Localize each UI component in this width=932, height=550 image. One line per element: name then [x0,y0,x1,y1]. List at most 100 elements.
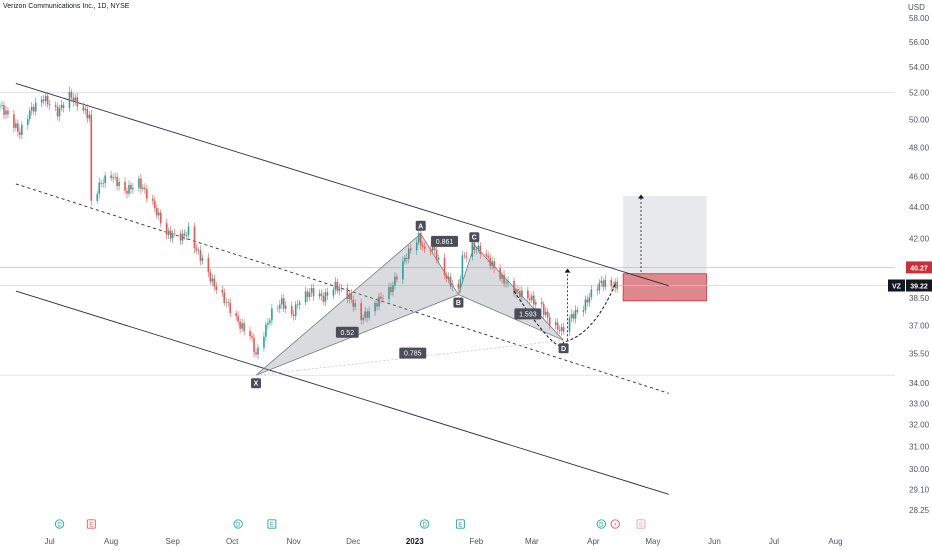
candle-body [505,282,507,284]
ratio-label-2: 1.593 [519,311,537,318]
candle-body [366,311,368,318]
candle-body [531,295,533,301]
x-tick-label: Jul [44,537,54,546]
candle-body [354,303,357,307]
candle-body [84,108,87,111]
event-marker-8[interactable] [636,519,646,529]
channel-line-2[interactable] [15,290,669,495]
candle-body [195,248,198,251]
candle-body [378,296,380,307]
ratio-label-1: 0.861 [436,239,454,246]
event-marker-2[interactable] [233,519,243,529]
candle-body [489,257,491,266]
candle-body [602,280,605,287]
candle-body [423,246,426,249]
channel-line-1[interactable] [15,183,669,394]
y-tick-label: 35.50 [909,350,930,359]
candle-body [517,288,519,291]
candle-body [535,302,537,305]
candle-body [572,313,575,319]
candle-body [171,233,174,239]
candle-body [239,321,241,329]
event-marker-6[interactable] [596,519,606,529]
event-marker-5[interactable] [455,519,465,529]
event-marker-1[interactable] [86,519,96,529]
ratio-badge-0[interactable] [335,326,359,338]
candle-body [304,291,307,303]
pattern-point-a-badge[interactable] [415,220,426,231]
candle-body [72,97,75,103]
candle-body [32,106,35,112]
candle-body [471,242,474,257]
candle-body [241,323,243,329]
event-marker-label-0: D [57,523,62,529]
pattern-triangle-bcd[interactable] [457,244,564,341]
channel-line-0[interactable] [15,82,669,287]
pattern-point-b-badge[interactable] [453,297,464,308]
candle-body [600,280,603,283]
candle-body [284,305,287,309]
candle-body [320,293,323,297]
pattern-triangle-xab[interactable] [255,233,460,376]
candle-body [336,281,339,291]
candle-body [310,288,313,293]
candle-body [267,322,269,325]
event-marker-label-6: D [599,523,604,529]
candle-body [116,176,118,187]
candle-body [98,182,101,195]
candle-body [265,324,267,337]
candle-body [263,336,265,348]
x-tick-label: Jul [769,537,779,546]
symbol-badge[interactable] [888,279,905,292]
pattern-point-a: A [418,223,423,230]
pattern-point-x-badge[interactable] [250,378,261,389]
price-badge-1[interactable] [906,279,932,292]
candle-body [503,274,505,284]
candle-body [451,283,454,287]
event-marker-7[interactable] [610,519,620,529]
price-badge-0[interactable] [906,261,932,274]
y-tick-label: 44.00 [909,203,930,212]
candle-body [181,233,184,241]
candle-body [243,323,245,332]
candle-body [421,245,424,247]
pattern-point-c-badge[interactable] [469,232,480,243]
pattern-point-x: X [254,381,259,388]
candle-body [404,257,406,262]
event-marker-label-7: ⚡ [613,522,617,529]
candle-body [56,106,59,117]
candle-body [28,110,31,120]
ratio-badge-2[interactable] [514,308,542,320]
candle-body [402,261,404,280]
y-tick-label: 50.00 [909,115,930,124]
candle-body [350,293,353,300]
candle-body [253,337,255,353]
candle-body [406,257,408,259]
target-zone[interactable] [623,196,707,274]
y-tick-label: 48.00 [909,143,930,152]
candle-body [554,322,557,326]
candle-body [596,289,599,291]
cup-curve[interactable] [513,283,616,347]
event-marker-0[interactable] [54,519,65,529]
y-tick-label: 58.00 [909,14,930,23]
pattern-point-d-badge[interactable] [558,343,569,354]
candle-body [183,233,186,236]
event-marker-label-4: D [423,523,428,529]
candle-body [223,292,226,303]
candle-body [229,303,231,314]
ratio-badge-3[interactable] [399,347,427,359]
candle-body [380,296,382,299]
candle-body [221,289,224,293]
candle-body [249,331,251,337]
candle-body [322,296,325,302]
stop-zone[interactable] [622,273,707,302]
candle-body [533,295,535,305]
candle-body [130,184,132,190]
event-marker-3[interactable] [267,519,277,529]
candle-body [334,281,337,290]
event-marker-4[interactable] [420,519,430,529]
ratio-badge-1[interactable] [431,235,459,247]
candle-body [519,290,521,297]
